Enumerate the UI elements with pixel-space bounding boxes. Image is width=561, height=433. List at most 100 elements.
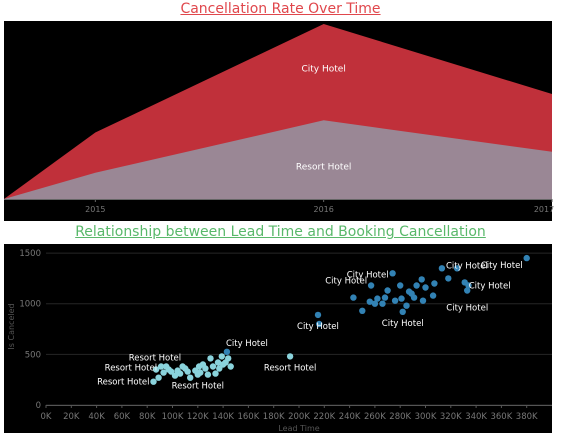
point-city-hotel xyxy=(403,302,410,309)
x-tick-label: 120K xyxy=(187,412,209,422)
point-resort-hotel xyxy=(168,368,175,375)
chart-title-cancellation-rate: Cancellation Rate Over Time xyxy=(180,1,381,17)
point-city-hotel xyxy=(374,295,381,302)
point-annotation: City Hotel xyxy=(446,304,488,314)
area-label-resort-hotel: Resort Hotel xyxy=(296,162,352,172)
point-city-hotel xyxy=(379,300,386,307)
point-resort-hotel xyxy=(207,355,214,362)
point-city-hotel xyxy=(397,282,404,289)
point-city-hotel xyxy=(371,300,379,307)
point-city-hotel xyxy=(422,284,429,291)
chart-background xyxy=(4,244,552,433)
point-city-hotel xyxy=(523,254,530,262)
point-annotation: City Hotel xyxy=(325,276,367,286)
x-tick-label: 380K xyxy=(516,412,538,422)
y-axis-title: Is Canceled xyxy=(7,303,16,349)
area-label-city-hotel: City Hotel xyxy=(301,64,345,74)
point-city-hotel xyxy=(398,295,405,302)
point-resort-hotel xyxy=(176,370,184,377)
point-city-hotel xyxy=(413,282,420,289)
point-resort-hotel xyxy=(204,371,212,378)
point-annotation: Resort Hotel xyxy=(97,378,149,388)
point-city-hotel xyxy=(316,320,323,328)
point-city-hotel xyxy=(350,294,357,301)
point-city-hotel xyxy=(367,282,375,289)
point-city-hotel xyxy=(445,275,452,282)
point-resort-hotel xyxy=(184,368,191,375)
y-tick-label: 1500 xyxy=(19,249,41,259)
point-resort-hotel xyxy=(214,359,222,366)
point-resort-hotel xyxy=(155,374,162,381)
point-annotation: Resort Hotel xyxy=(264,363,316,373)
point-resort-hotel xyxy=(202,365,209,372)
x-tick-label: 20K xyxy=(63,412,80,422)
point-city-hotel xyxy=(410,294,418,301)
point-annotation: Resort Hotel xyxy=(105,364,157,374)
x-axis-band xyxy=(4,199,552,221)
point-resort-hotel xyxy=(209,363,217,370)
point-city-hotel xyxy=(384,287,391,294)
point-city-hotel xyxy=(381,294,389,301)
x-tick-label: 2015 xyxy=(85,205,105,214)
point-resort-hotel xyxy=(197,369,204,376)
point-city-hotel xyxy=(429,292,437,299)
x-tick-label: 340K xyxy=(465,412,487,422)
x-tick-label: 40K xyxy=(88,412,105,422)
x-tick-label: 140K xyxy=(212,412,234,422)
point-annotation: City Hotel xyxy=(347,270,389,280)
point-city-hotel xyxy=(464,287,471,294)
point-resort-hotel xyxy=(227,363,234,370)
point-city-hotel xyxy=(419,297,427,304)
x-tick-label: 2016 xyxy=(313,205,333,214)
point-resort-hotel xyxy=(160,369,167,376)
point-resort-hotel xyxy=(225,355,232,362)
point-annotation: City Hotel xyxy=(446,261,488,271)
point-annotation: Resort Hotel xyxy=(172,382,224,392)
point-annotation: City Hotel xyxy=(297,322,339,332)
point-annotation: City Hotel xyxy=(469,281,511,291)
scatter-chart: 0 500 1000 1500 0K 20K 40K 60K 80K 100K 120K 140K 16… xyxy=(4,244,552,433)
point-city-hotel xyxy=(465,282,472,289)
area-series-resort-hotel xyxy=(4,120,552,199)
y-tick-label: 1000 xyxy=(19,300,41,310)
point-resort-hotel xyxy=(152,366,160,373)
point-city-hotel xyxy=(389,270,396,277)
point-city-hotel xyxy=(359,307,366,314)
x-tick-label: 280K xyxy=(389,412,411,422)
point-annotation: Resort Hotel xyxy=(129,353,181,363)
x-tick-label: 100K xyxy=(162,412,184,422)
point-city-hotel xyxy=(431,280,438,287)
point-city-hotel xyxy=(418,276,425,283)
point-resort-hotel xyxy=(157,363,165,370)
chart-title-lead-time-relationship: Relationship between Lead Time and Booki… xyxy=(75,224,486,240)
point-resort-hotel xyxy=(286,353,294,360)
y-tick-label: 0 xyxy=(36,401,41,411)
x-tick-label: 200K xyxy=(288,412,310,422)
point-city-hotel xyxy=(366,298,373,305)
point-city-hotel xyxy=(399,308,406,315)
x-tick-label: 360K xyxy=(490,412,512,422)
x-tick-label: 0K xyxy=(41,412,52,422)
x-axis-title: Lead Time xyxy=(278,424,319,433)
x-tick-label: 160K xyxy=(237,412,259,422)
point-city-hotel xyxy=(223,348,231,355)
point-city-hotel xyxy=(438,265,446,272)
x-tick-label: 180K xyxy=(263,412,285,422)
x-tick-label: 80K xyxy=(139,412,156,422)
point-resort-hotel xyxy=(218,353,225,360)
x-tick-label: 60K xyxy=(114,412,131,422)
point-resort-hotel xyxy=(212,370,219,377)
point-annotation: City Hotel xyxy=(382,319,424,329)
point-annotation: City Hotel xyxy=(481,261,523,271)
x-tick-label: 260K xyxy=(364,412,386,422)
x-tick-label: 2017 xyxy=(534,205,554,214)
area-chart: City Hotel Resort Hotel 2015 2016 2017 xyxy=(4,21,554,221)
point-resort-hotel xyxy=(187,374,194,381)
x-tick-label: 300K xyxy=(415,412,437,422)
x-tick-label: 240K xyxy=(339,412,361,422)
point-city-hotel xyxy=(391,297,399,304)
y-tick-label: 500 xyxy=(25,350,41,360)
point-resort-hotel xyxy=(150,378,157,385)
point-annotation: City Hotel xyxy=(226,339,268,349)
x-tick-label: 220K xyxy=(313,412,335,422)
